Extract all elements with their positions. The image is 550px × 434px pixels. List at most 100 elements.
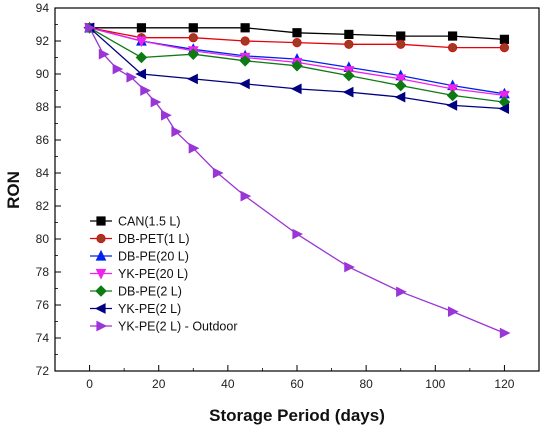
legend: CAN(1.5 L) DB-PET(1 L) DB-PE(20 L) YK-PE(20… [90, 215, 238, 334]
series-6-point [498, 103, 510, 114]
series-5-point [343, 69, 355, 82]
series-7-point [188, 142, 200, 154]
series-1-point [499, 34, 510, 44]
legend-marker [95, 268, 107, 280]
series-6-point [187, 73, 198, 85]
series-2-point [292, 38, 302, 48]
legend-label: DB-PE(2 L) [118, 285, 182, 299]
series-7-point [344, 261, 355, 273]
legend-item: YK-PE(2 L) [90, 302, 181, 316]
y-tick-label: 86 [36, 133, 50, 147]
legend-label: YK-PE(2 L) [118, 302, 181, 316]
y-tick-label: 90 [36, 67, 50, 81]
series-7 [84, 22, 511, 339]
y-tick-label: 78 [36, 265, 50, 279]
x-tick-label: 40 [221, 377, 235, 391]
series-7-point [126, 71, 138, 83]
y-tick-label: 92 [36, 34, 50, 48]
series-1-point [188, 23, 198, 33]
series-4-point [395, 74, 407, 86]
series-5-point [446, 89, 459, 102]
series-7-point [396, 286, 407, 298]
legend-item: YK-PE(20 L) [90, 267, 188, 281]
y-axis-title: RON [4, 171, 23, 209]
y-tick-label: 72 [36, 364, 50, 378]
y-tick-label: 82 [36, 199, 50, 213]
y-tick-label: 74 [36, 331, 50, 345]
series-1-point [240, 23, 250, 33]
series-6-point [446, 100, 458, 111]
series-2-point [188, 33, 198, 43]
series-7-point [84, 22, 96, 34]
series-6-point [342, 86, 354, 98]
legend-item: DB-PET(1 L) [90, 232, 190, 246]
series-7-point [212, 167, 224, 179]
y-tick-label: 84 [36, 166, 50, 180]
series-1-point [396, 31, 406, 41]
legend-marker [94, 303, 106, 314]
series-7-line [89, 27, 505, 334]
series-5-point [135, 51, 148, 64]
series-6-point [135, 68, 147, 80]
series-6 [83, 22, 510, 114]
series-1-point [292, 28, 302, 38]
series-4-point [447, 84, 458, 95]
series-2-point [499, 42, 510, 53]
series-2-point [447, 42, 458, 53]
legend-label: DB-PE(20 L) [118, 250, 189, 264]
series-4-point [136, 36, 147, 48]
legend-item: DB-PE(20 L) [90, 250, 189, 264]
series-2-point [240, 36, 250, 46]
legend-item: CAN(1.5 L) [90, 215, 181, 229]
series-1-point [344, 29, 354, 40]
series-1-point [447, 31, 458, 41]
series-layer [83, 21, 511, 339]
series-7-point [292, 228, 304, 240]
legend-marker [95, 249, 107, 261]
y-tick-label: 80 [36, 232, 50, 246]
x-tick-label: 120 [494, 377, 514, 391]
series-6-point [290, 83, 302, 95]
legend-label: YK-PE(2 L) - Outdoor [118, 320, 238, 334]
y-tick-label: 94 [36, 1, 50, 15]
x-tick-label: 80 [359, 377, 373, 391]
series-7-point [161, 109, 172, 121]
series-7-point [499, 327, 511, 339]
series-4-point [499, 90, 510, 102]
legend-marker [96, 216, 106, 226]
series-7-point [150, 96, 162, 108]
series-1-point [136, 23, 147, 33]
series-5-point [291, 59, 303, 72]
legend-label: YK-PE(20 L) [118, 267, 188, 281]
series-7-point [98, 48, 110, 60]
series-7-point [112, 63, 124, 75]
series-7-point [240, 190, 252, 202]
x-tick-label: 60 [290, 377, 304, 391]
series-7-point [140, 85, 151, 96]
series-2-point [396, 39, 406, 49]
legend-marker [96, 320, 108, 332]
legend-label: CAN(1.5 L) [118, 215, 181, 229]
axis-layer: 0 20 40 60 80 100 120 72 74 76 78 80 82 84 86 88 90 92 94 [36, 1, 515, 391]
legend-item: YK-PE(2 L) - Outdoor [90, 320, 238, 334]
legend-label: DB-PET(1 L) [118, 232, 190, 246]
series-6-point [394, 91, 406, 103]
x-axis-title: Storage Period (days) [209, 406, 385, 425]
series-5-point [394, 79, 407, 92]
series-6-point [239, 78, 250, 90]
x-tick-label: 20 [152, 377, 166, 391]
legend-marker [95, 285, 107, 297]
legend-marker [96, 233, 106, 244]
y-tick-label: 76 [36, 298, 50, 312]
series-5-point [187, 48, 200, 60]
series-7-point [171, 126, 183, 138]
series-7-point [447, 306, 459, 317]
x-tick-label: 100 [425, 377, 445, 391]
x-tick-label: 0 [86, 377, 93, 391]
series-5-point [239, 55, 251, 67]
legend-item: DB-PE(2 L) [90, 285, 182, 299]
series-2-point [344, 39, 354, 49]
y-tick-label: 88 [36, 100, 50, 114]
